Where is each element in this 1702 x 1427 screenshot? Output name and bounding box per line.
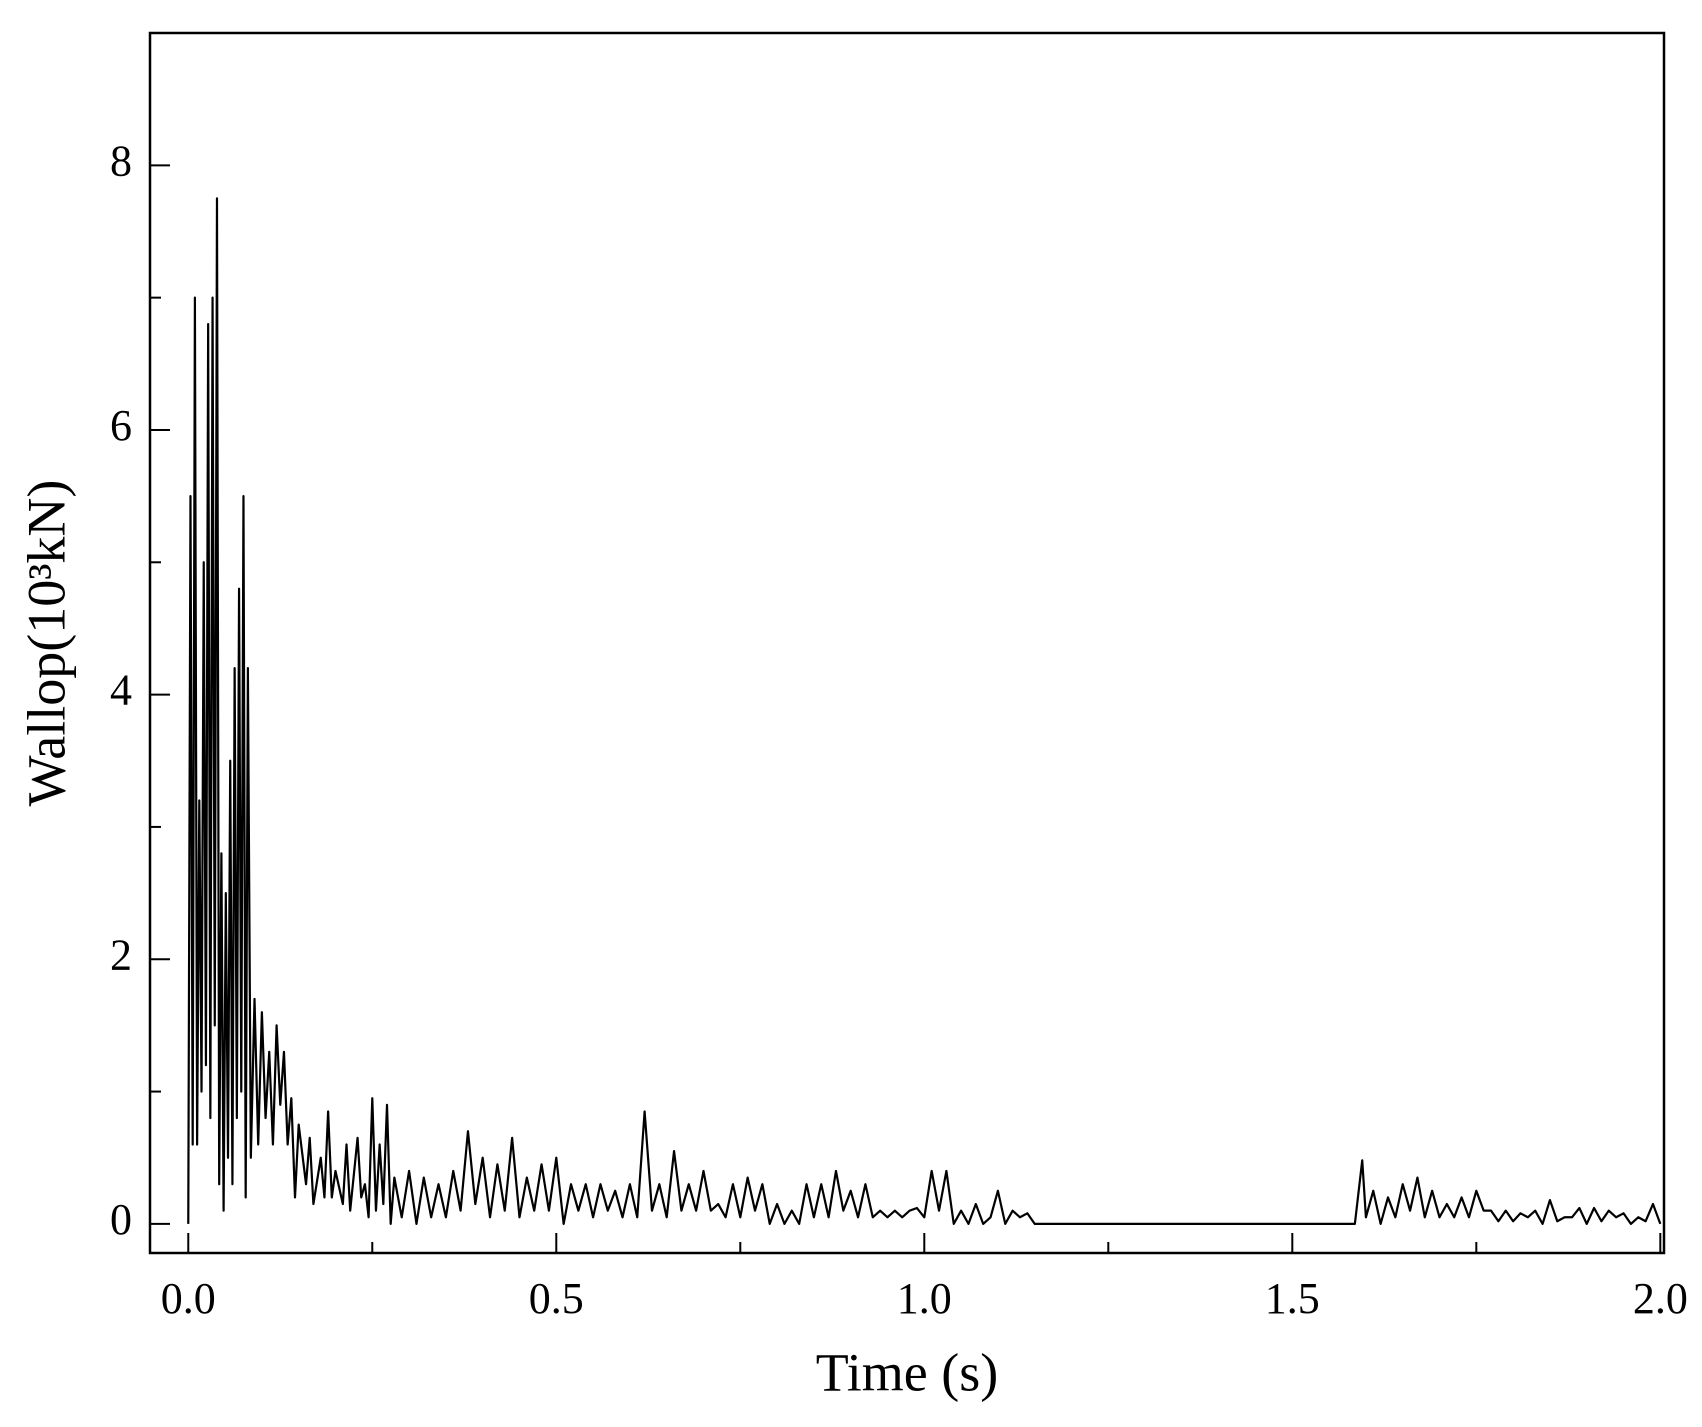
x-tick-label: 1.5	[1265, 1274, 1320, 1323]
y-tick-label: 2	[110, 930, 132, 979]
y-tick-label: 6	[110, 401, 132, 450]
x-axis-label: Time (s)	[816, 1342, 999, 1402]
x-tick-label: 0.0	[161, 1274, 216, 1323]
plot-frame	[148, 31, 1666, 1255]
data-line	[187, 197, 1662, 1225]
x-tick-label: 0.5	[529, 1274, 584, 1323]
y-axis-label: Wallop(10³kN)	[16, 480, 76, 807]
y-tick-label: 0	[110, 1195, 132, 1244]
x-tick-label: 1.0	[897, 1274, 952, 1323]
x-tick-label: 2.0	[1633, 1274, 1688, 1323]
y-tick-label: 8	[110, 136, 132, 185]
y-tick-label: 4	[110, 666, 132, 715]
